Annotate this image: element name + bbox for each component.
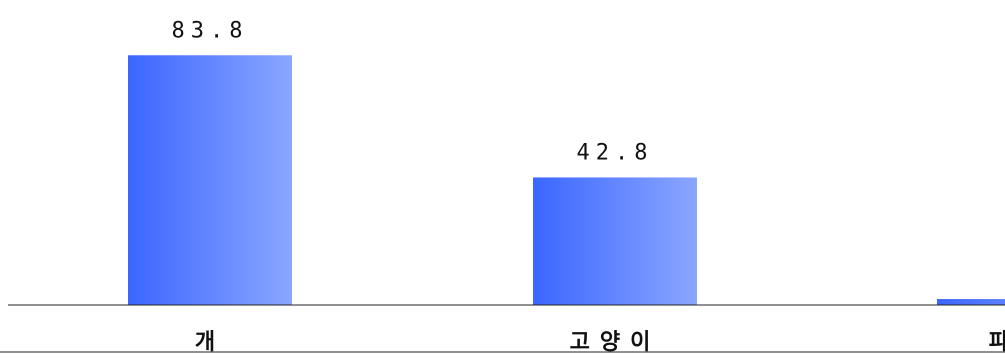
- category-label-2: 파충: [989, 330, 1005, 355]
- bar-1: [533, 177, 697, 305]
- bar-0: [128, 55, 292, 305]
- value-label-0: 83.8: [172, 18, 249, 43]
- category-label-0: 개: [195, 330, 225, 355]
- bar-2: [937, 299, 1005, 305]
- value-label-1: 42.8: [577, 140, 654, 165]
- bars-group: [128, 55, 1005, 305]
- category-label-1: 고양이: [570, 330, 661, 355]
